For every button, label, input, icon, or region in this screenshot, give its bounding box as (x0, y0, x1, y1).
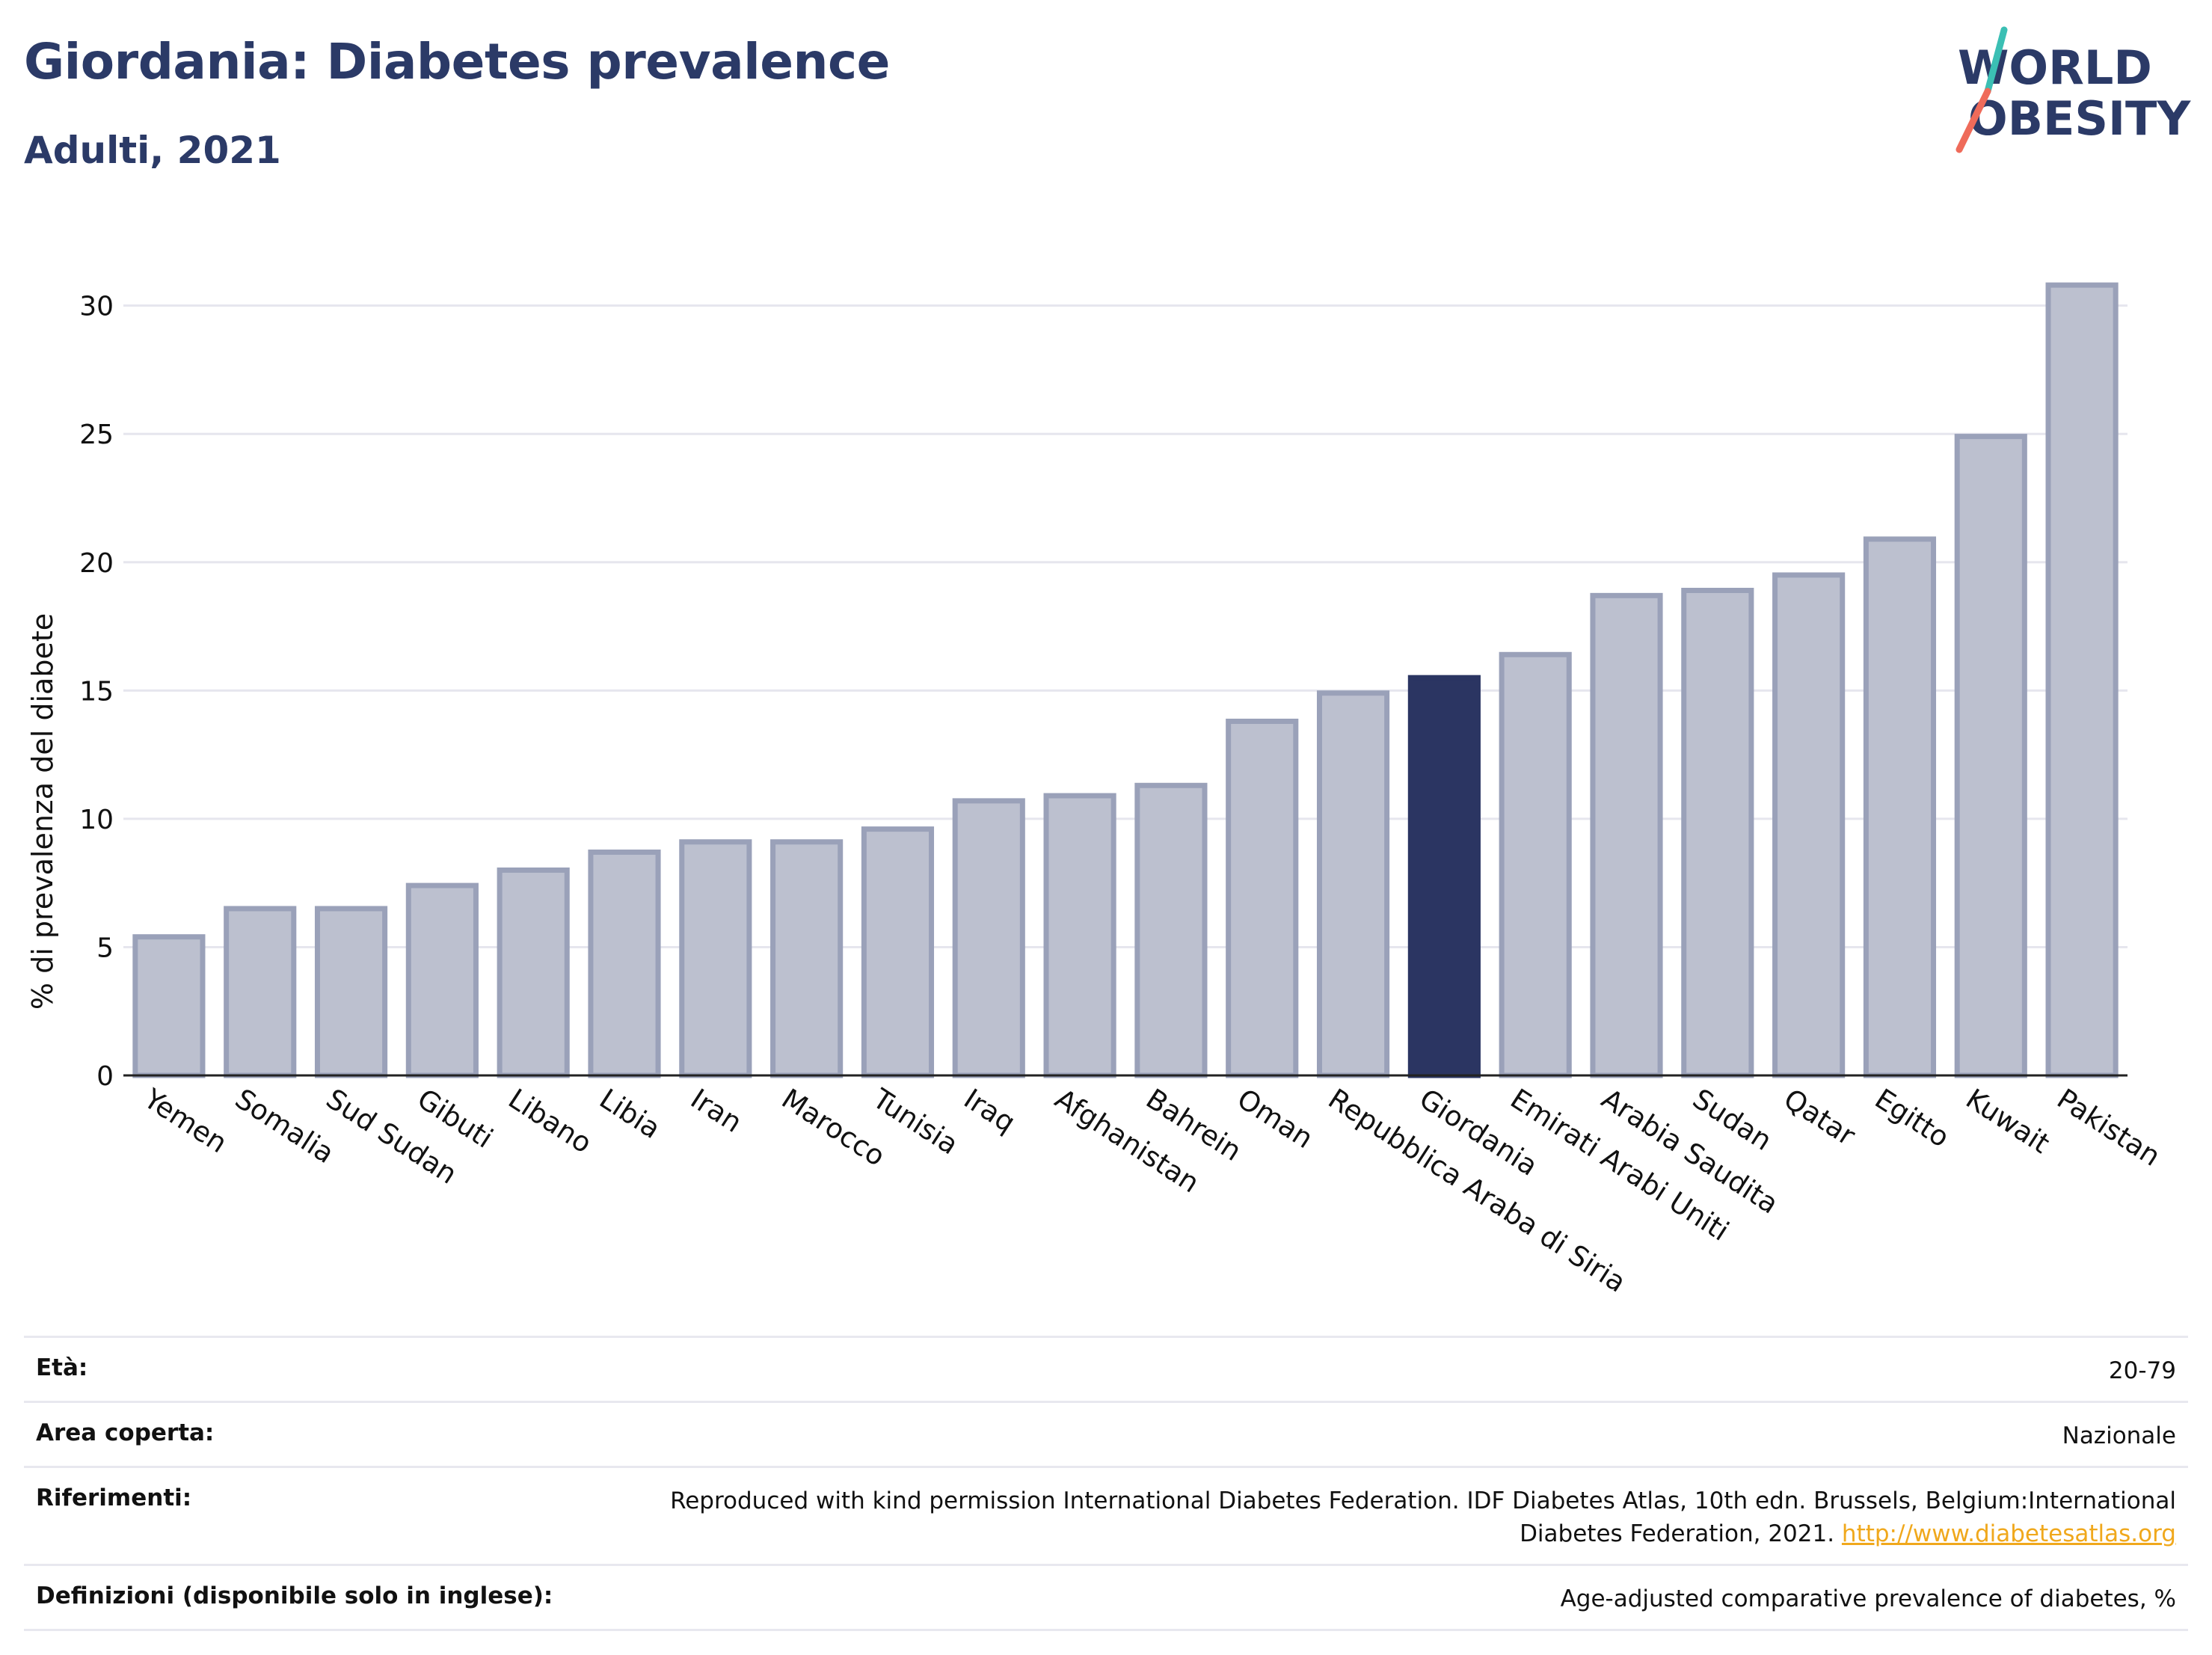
bar-bahrein (1134, 782, 1208, 1078)
logo-slash-teal (1984, 26, 2008, 95)
x-tick-label: Libia (594, 1082, 666, 1145)
bar-iran (679, 839, 752, 1078)
bar-oman (1226, 718, 1299, 1078)
page-subtitle: Adulti, 2021 (24, 129, 281, 172)
y-tick-label: 25 (79, 420, 114, 450)
meta-row-references: Riferimenti: Reproduced with kind permis… (24, 1466, 2188, 1564)
bar-libano (497, 868, 570, 1078)
bar-somalia (224, 906, 297, 1078)
x-tick-label: Iran (685, 1082, 748, 1138)
y-tick-label: 0 (96, 1061, 114, 1092)
metadata-table: Età: 20-79 Area coperta: Nazionale Rifer… (24, 1336, 2188, 1631)
bar-libia (588, 849, 661, 1078)
bar-iraq (952, 798, 1025, 1078)
reference-text-line1: Reproduced with kind permission Internat… (670, 1487, 2176, 1514)
meta-value: Reproduced with kind permission Internat… (670, 1484, 2176, 1550)
x-tick-label: Qatar (1778, 1082, 1861, 1152)
bar-pakistan (2045, 282, 2119, 1078)
bar-layer (132, 282, 2119, 1078)
x-tick-label: Marocco (776, 1082, 891, 1172)
bar-arabia-saudita (1590, 592, 1663, 1078)
x-tick-label: Iraq (958, 1082, 1021, 1138)
bar-afghanistan (1043, 793, 1116, 1078)
meta-row-definitions: Definizioni (disponibile solo in inglese… (24, 1564, 2188, 1631)
y-axis-label: % di prevalenza del diabete (26, 613, 59, 1010)
bar-egitto (1863, 536, 1937, 1078)
bar-gibuti (405, 882, 479, 1078)
meta-label: Area coperta: (36, 1419, 215, 1446)
meta-row-area: Area coperta: Nazionale (24, 1401, 2188, 1466)
reference-link[interactable]: http://www.diabetesatlas.org (1841, 1520, 2176, 1547)
bar-emirati-arabi-uniti (1499, 651, 1572, 1078)
y-tick-label: 10 (79, 805, 114, 835)
bar-yemen (132, 934, 206, 1078)
bar-giordania (1407, 675, 1481, 1078)
page-title: Giordania: Diabetes prevalence (24, 33, 890, 90)
meta-value: Age-adjusted comparative prevalence of d… (1560, 1585, 2176, 1612)
x-tick-label: Pakistan (2051, 1082, 2166, 1172)
meta-label: Definizioni (disponibile solo in inglese… (36, 1582, 553, 1609)
bar-tunisia (861, 826, 935, 1078)
bar-marocco (770, 839, 844, 1078)
reference-text-line2: Diabetes Federation, 2021. (1520, 1520, 1835, 1547)
bar-sud-sudan (314, 906, 388, 1078)
bar-repubblica-araba-di-siria (1316, 690, 1390, 1078)
x-tick-label: Libano (503, 1082, 597, 1159)
bar-sudan (1681, 587, 1754, 1078)
y-tick-label: 20 (79, 548, 114, 579)
logo-slash-coral (1956, 87, 1991, 153)
bar-qatar (1772, 572, 1846, 1078)
x-tick-label: Somalia (230, 1082, 340, 1170)
y-tick-label: 30 (79, 292, 114, 322)
x-tick-label: Egitto (1870, 1082, 1956, 1153)
y-tick-label: 5 (96, 933, 114, 963)
meta-label: Riferimenti: (36, 1484, 192, 1511)
logo-line-2: OBESITY (1968, 91, 2191, 146)
world-obesity-logo: WORLD OBESITY (1956, 26, 2191, 153)
y-tick-label: 15 (79, 676, 114, 707)
meta-value: Nazionale (2062, 1422, 2176, 1449)
x-tick-label: Kuwait (1960, 1082, 2055, 1159)
bar-kuwait (1954, 434, 2027, 1078)
meta-row-age: Età: 20-79 (24, 1336, 2188, 1401)
x-tick-label: Yemen (138, 1082, 233, 1159)
meta-label: Età: (36, 1354, 88, 1381)
meta-value: 20-79 (2108, 1357, 2176, 1384)
